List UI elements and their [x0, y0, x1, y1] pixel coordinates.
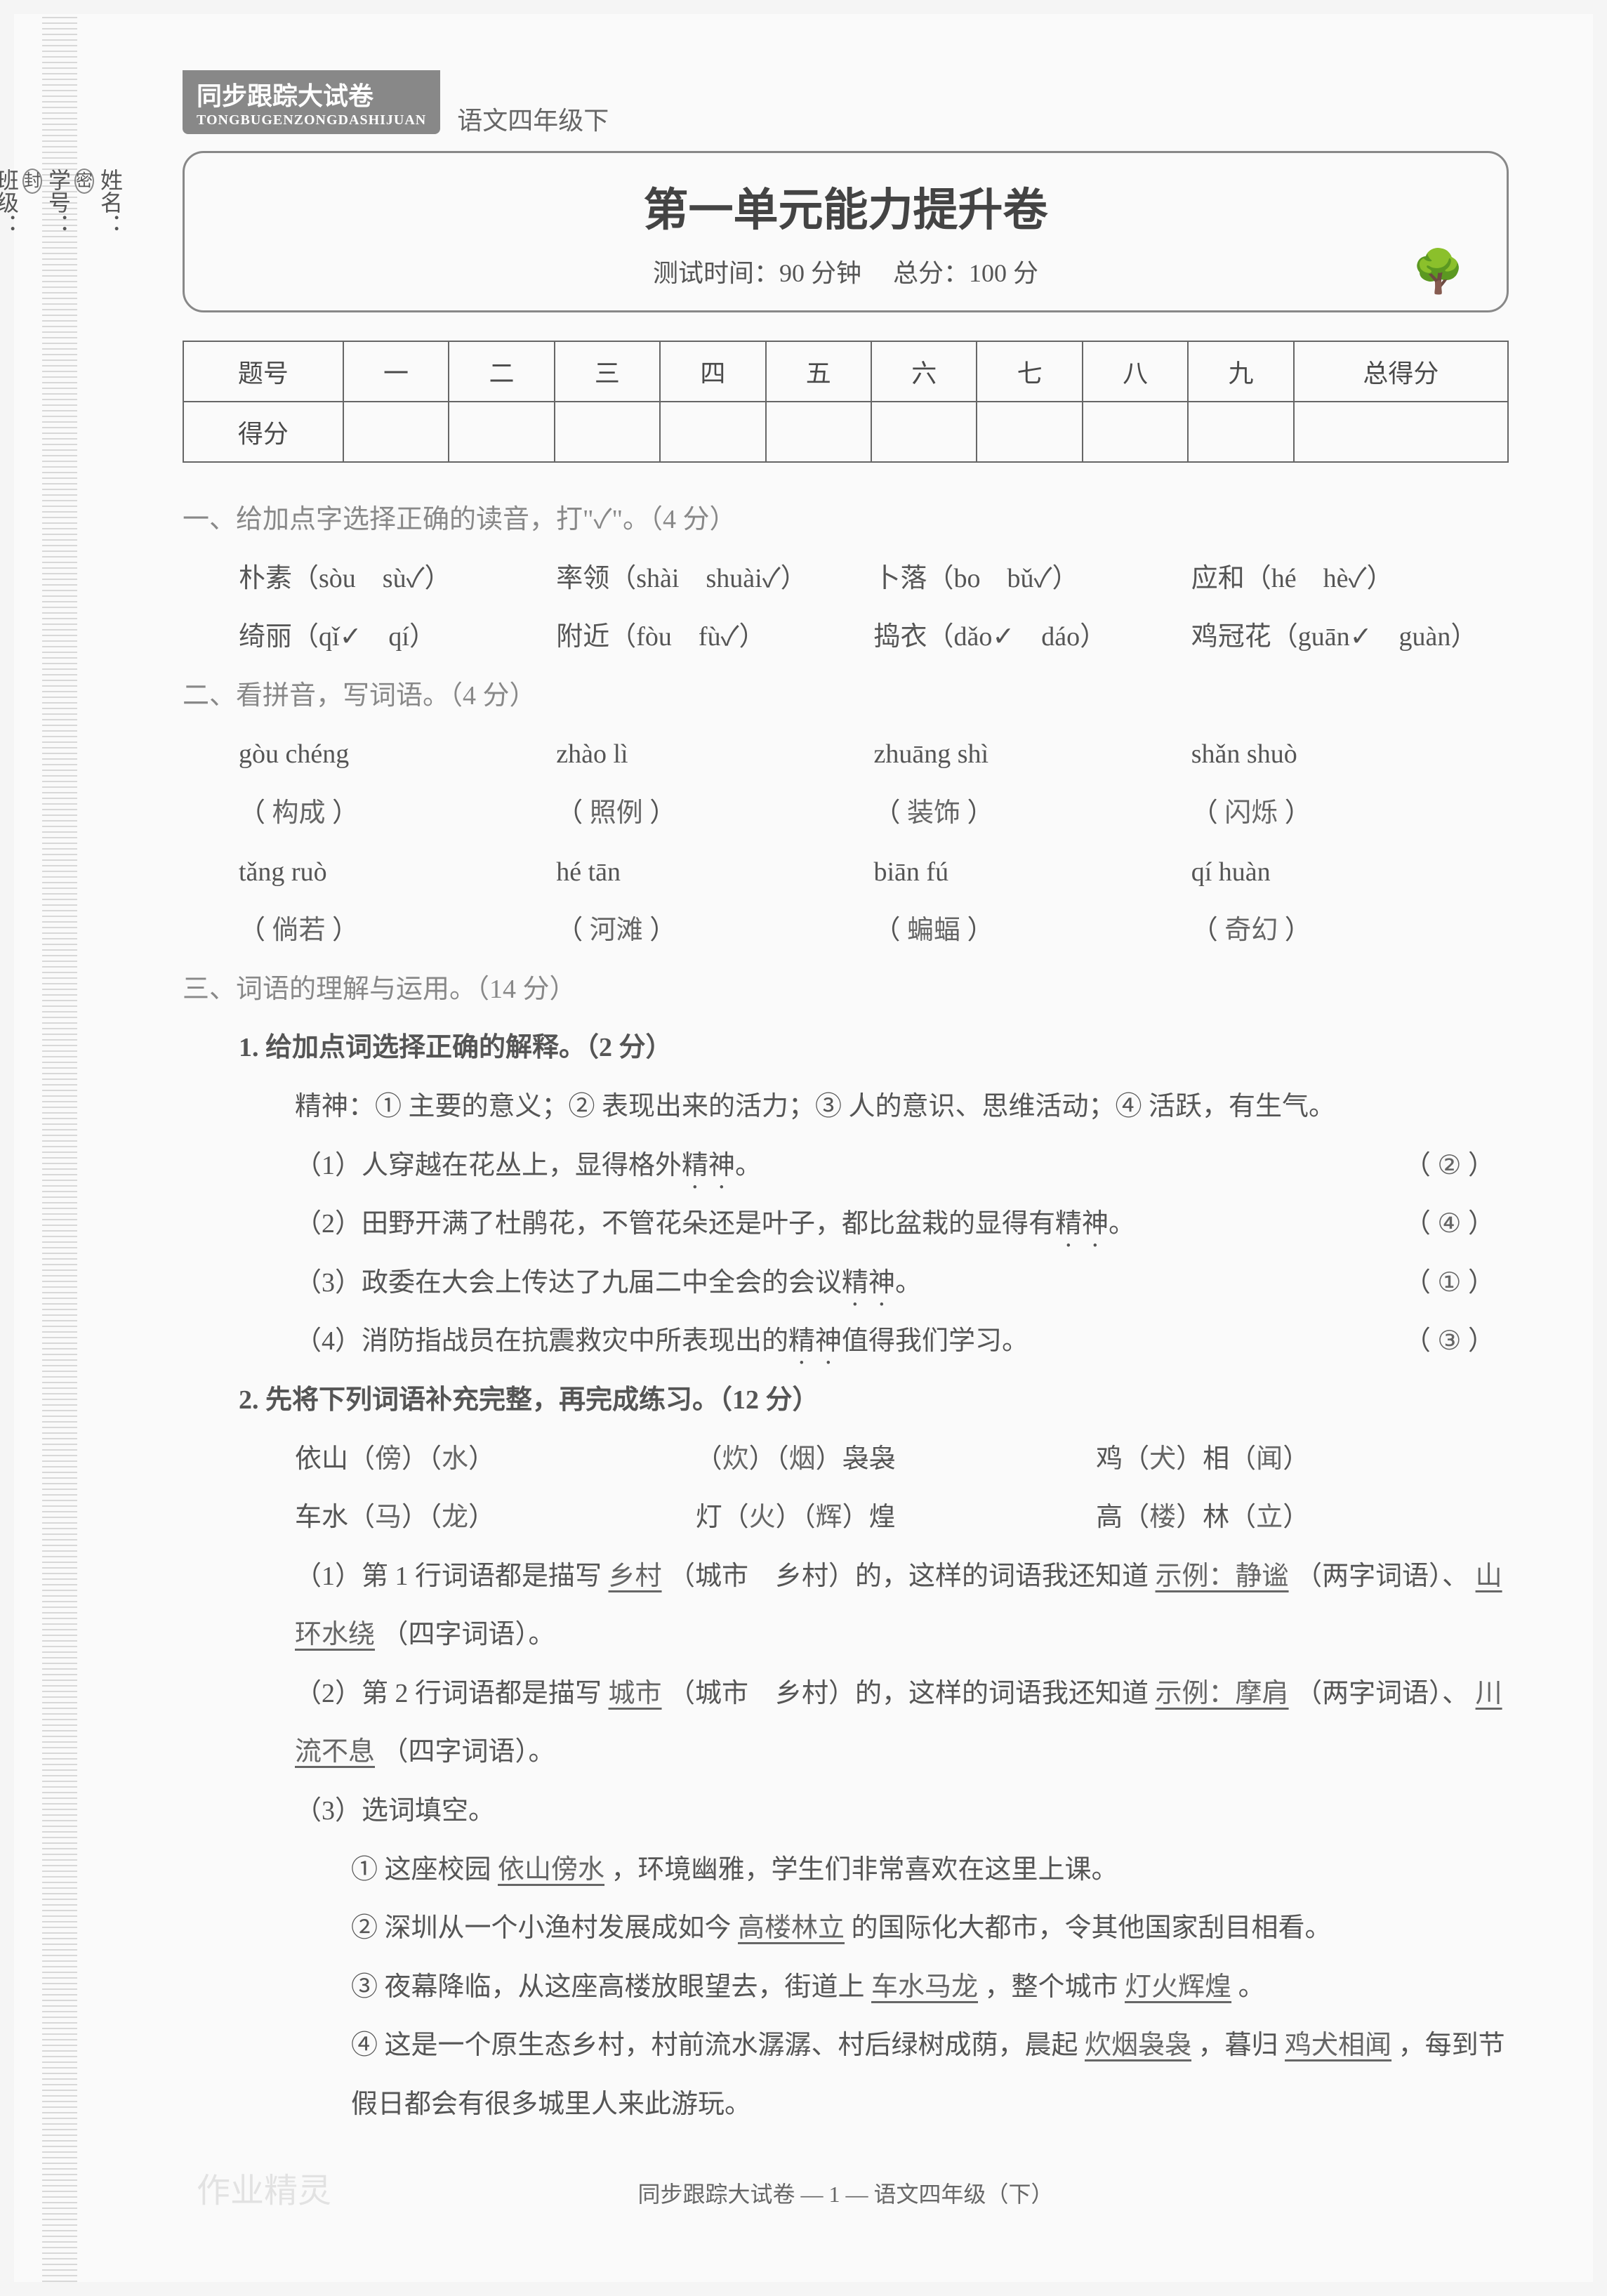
tree-icon: 🌳 [1412, 246, 1464, 296]
exam-title: 第一单元能力提升卷 [213, 174, 1479, 239]
left-sidebar-labels: 姓名： 密 学号： 封 班级： 线 学校： 四年级语文下·全国版 [84, 154, 126, 2142]
subject-label: 语文四年级下 [457, 100, 609, 137]
q1-item: 率领（shài shuài✓） [556, 550, 873, 609]
question-2: 二、看拼音，写词语。（4 分） gòu chéng（ 构成 ） zhào lì（… [183, 667, 1509, 961]
q3-sub2-row1: 依山（傍）（水） （炊）（烟）袅袅 鸡（犬）相（闻） [183, 1430, 1509, 1489]
label-name: 姓名： [94, 169, 126, 2127]
score-cell[interactable] [1188, 402, 1293, 462]
q3-sub2-q3-item4: ④ 这是一个原生态乡村，村前流水潺潺、村后绿树成荫，晨起 炊烟袅袅 ，暮归 鸡犬… [183, 2017, 1509, 2134]
col-total: 总得分 [1294, 341, 1508, 402]
q2-title: 二、看拼音，写词语。（4 分） [183, 667, 1509, 726]
q3-sub1-def: 精神：① 主要的意义；② 表现出来的活力；③ 人的意识、思维活动；④ 活跃，有生… [183, 1078, 1509, 1137]
score-value-row: 得分 [183, 402, 1508, 462]
q1-item: 应和（hé hè✓） [1191, 550, 1509, 609]
col-9: 九 [1188, 341, 1293, 402]
score-cell[interactable] [766, 402, 871, 462]
exam-page: 姓名： 密 学号： 封 班级： 线 学校： 四年级语文下·全国版 同步跟踪大试卷… [14, 14, 1593, 2282]
q1-item: 卜落（bo bǔ✓） [874, 550, 1191, 609]
col-6: 六 [871, 341, 977, 402]
q1-item: 鸡冠花（guān✓ guàn） [1191, 608, 1509, 667]
col-4: 四 [660, 341, 765, 402]
q2-item: zhuāng shì（ 装饰 ） [874, 725, 1191, 843]
q3-sub2-q2: （2）第 2 行词语都是描写 城市 （城市 乡村）的，这样的词语我还知道 示例：… [183, 1665, 1509, 1782]
q1-title: 一、给加点字选择正确的读音，打"✓"。（4 分） [183, 491, 1509, 550]
page-footer: 同步跟踪大试卷 — 1 — 语文四年级（下） [183, 2177, 1509, 2209]
row-label: 得分 [183, 402, 343, 462]
q3-sub2-row2: 车水（马）（龙） 灯（火）（辉）煌 高（楼）林（立） [183, 1489, 1509, 1548]
col-7: 七 [977, 341, 1082, 402]
q2-item: shǎn shuò（ 闪烁 ） [1191, 725, 1509, 843]
q3-sub2-q3-item1: ① 这座校园 依山傍水 ，环境幽雅，学生们非常喜欢在这里上课。 [183, 1841, 1509, 1900]
idiom-item: 车水（马）（龙） [295, 1489, 696, 1548]
q2-item: hé tān（ 河滩 ） [556, 843, 873, 961]
seal-circle-1: 密 [74, 169, 94, 194]
watermark: 作业精灵 [197, 2163, 331, 2212]
q2-item: biān fú（ 蝙蝠 ） [874, 843, 1191, 961]
q1-item: 绮丽（qǐ✓ qí） [239, 608, 556, 667]
exam-meta: 测试时间：90 分钟 总分：100 分 [213, 253, 1479, 289]
title-box: 第一单元能力提升卷 测试时间：90 分钟 总分：100 分 🌳 [183, 151, 1509, 312]
score-cell[interactable] [977, 402, 1082, 462]
score-cell[interactable] [871, 402, 977, 462]
label-class: 班级： [0, 169, 22, 2127]
q3-sub2-q3-title: （3）选词填空。 [183, 1782, 1509, 1841]
q3-sub2-title: 2. 先将下列词语补充完整，再完成练习。（12 分） [183, 1371, 1509, 1430]
exam-time: 测试时间：90 分钟 [653, 259, 861, 287]
q3-sub1-item4: （4）消防指战员在抗震救灾中所表现出的精神值得我们学习。（ ③ ） [183, 1312, 1509, 1371]
idiom-item: 灯（火）（辉）煌 [696, 1489, 1097, 1548]
score-header-row: 题号 一 二 三 四 五 六 七 八 九 总得分 [183, 341, 1508, 402]
q1-item: 朴素（sòu sù✓） [239, 550, 556, 609]
col-label: 题号 [183, 341, 343, 402]
q3-sub1-title: 1. 给加点词选择正确的解释。（2 分） [183, 1019, 1509, 1078]
question-3: 三、词语的理解与运用。（14 分） 1. 给加点词选择正确的解释。（2 分） 精… [183, 961, 1509, 2135]
q2-item: gòu chéng（ 构成 ） [239, 725, 556, 843]
q3-sub1-item2: （2）田野开满了杜鹃花，不管花朵还是叶子，都比盆栽的显得有精神。（ ④ ） [183, 1195, 1509, 1254]
score-cell[interactable] [343, 402, 449, 462]
q3-sub2-q3-item3: ③ 夜幕降临，从这座高楼放眼望去，街道上 车水马龙 ，整个城市 灯火辉煌 。 [183, 1958, 1509, 2017]
q1-item: 捣衣（dǎo✓ dáo） [874, 608, 1191, 667]
idiom-item: 依山（傍）（水） [295, 1430, 696, 1489]
q2-row1: gòu chéng（ 构成 ） zhào lì（ 照例 ） zhuāng shì… [183, 725, 1509, 960]
score-table: 题号 一 二 三 四 五 六 七 八 九 总得分 得分 [183, 341, 1509, 463]
col-8: 八 [1083, 341, 1188, 402]
q2-item: qí huàn（ 奇幻 ） [1191, 843, 1509, 961]
question-1: 一、给加点字选择正确的读音，打"✓"。（4 分） 朴素（sòu sù✓） 率领（… [183, 491, 1509, 667]
seal-circle-2: 封 [22, 169, 42, 194]
q1-row1: 朴素（sòu sù✓） 率领（shài shuài✓） 卜落（bo bǔ✓） 应… [183, 550, 1509, 667]
col-2: 二 [449, 341, 554, 402]
col-5: 五 [766, 341, 871, 402]
badge-pinyin: TONGBUGENZONGDASHIJUAN [197, 112, 426, 128]
idiom-item: （炊）（烟）袅袅 [696, 1430, 1097, 1489]
score-cell[interactable] [1083, 402, 1188, 462]
score-cell[interactable] [1294, 402, 1508, 462]
q3-title: 三、词语的理解与运用。（14 分） [183, 961, 1509, 1020]
score-cell[interactable] [449, 402, 554, 462]
q3-sub2-q1: （1）第 1 行词语都是描写 乡村 （城市 乡村）的，这样的词语我还知道 示例：… [183, 1548, 1509, 1665]
q2-item: zhào lì（ 照例 ） [556, 725, 873, 843]
score-cell[interactable] [555, 402, 660, 462]
q3-sub1-item3: （3）政委在大会上传达了九届二中全会的会议精神。（ ① ） [183, 1254, 1509, 1313]
score-cell[interactable] [660, 402, 765, 462]
header-row: 同步跟踪大试卷 TONGBUGENZONGDASHIJUAN 语文四年级下 [183, 70, 1509, 137]
series-badge: 同步跟踪大试卷 TONGBUGENZONGDASHIJUAN [183, 70, 440, 134]
col-3: 三 [555, 341, 660, 402]
q3-sub1-item1: （1）人穿越在花丛上，显得格外精神。（ ② ） [183, 1137, 1509, 1196]
q1-item: 附近（fòu fù✓） [556, 608, 873, 667]
col-1: 一 [343, 341, 449, 402]
label-id: 学号： [42, 169, 74, 2127]
q2-item: tǎng ruò（ 倘若 ） [239, 843, 556, 961]
idiom-item: 高（楼）林（立） [1096, 1489, 1497, 1548]
exam-total: 总分：100 分 [893, 259, 1038, 287]
q3-sub2-q3-item2: ② 深圳从一个小渔村发展成如今 高楼林立 的国际化大都市，令其他国家刮目相看。 [183, 1899, 1509, 1958]
idiom-item: 鸡（犬）相（闻） [1096, 1430, 1497, 1489]
badge-title: 同步跟踪大试卷 [197, 82, 373, 110]
